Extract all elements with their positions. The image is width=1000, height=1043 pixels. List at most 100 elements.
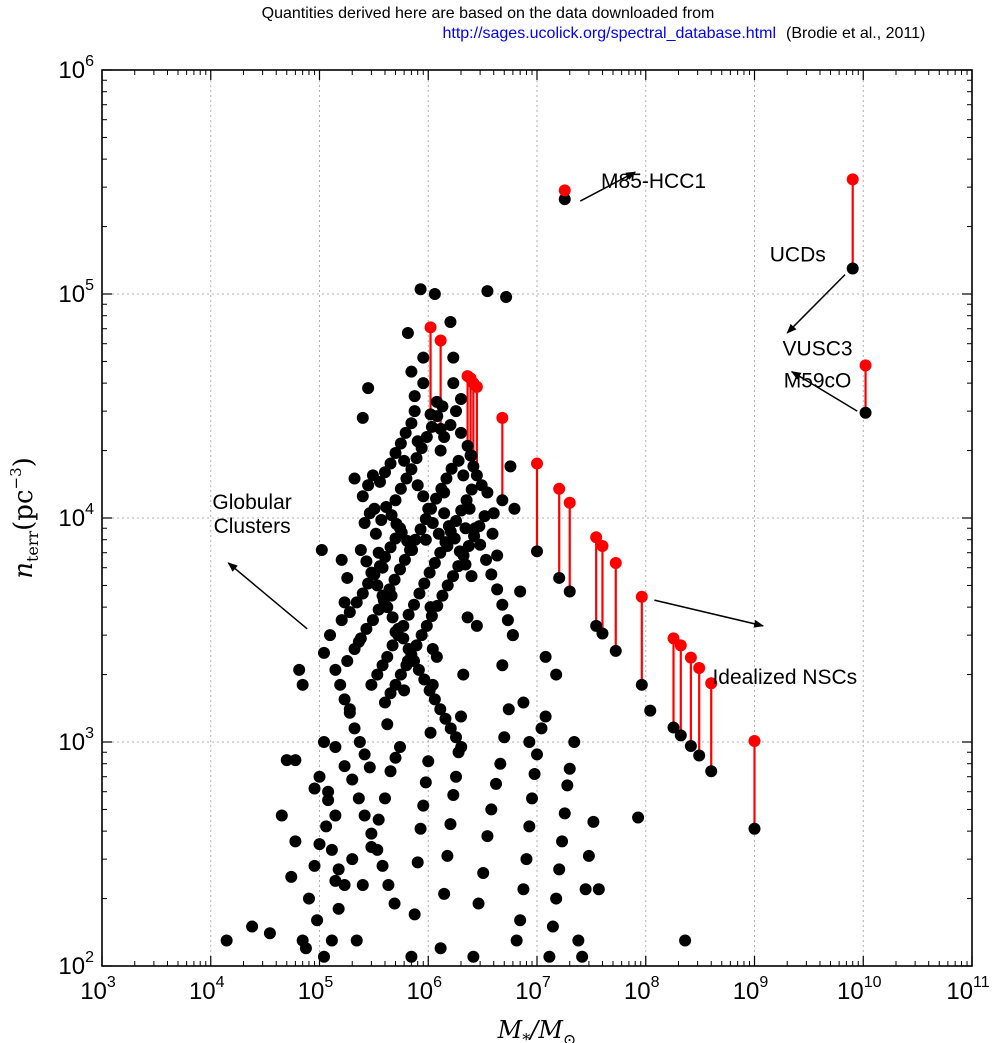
annotations: M85-HCC1UCDsVUSC3M59cOGlobularClustersId… xyxy=(212,170,858,689)
globular-cluster-point xyxy=(384,765,397,778)
globular-cluster-point xyxy=(450,405,463,418)
globular-cluster-point xyxy=(350,596,363,609)
globular-cluster-point xyxy=(494,757,507,770)
globular-cluster-point xyxy=(408,390,421,403)
globular-cluster-point xyxy=(362,577,375,590)
globular-cluster-point xyxy=(487,507,500,520)
nsc-black-point xyxy=(563,585,576,598)
globular-cluster-point xyxy=(356,587,369,600)
globular-cluster-point xyxy=(325,934,338,947)
globular-cluster-point xyxy=(579,883,592,896)
globular-cluster-point xyxy=(275,809,288,822)
globular-cluster-point xyxy=(417,351,430,364)
globular-cluster-point xyxy=(365,678,378,691)
globular-cluster-point xyxy=(401,326,414,339)
globular-cluster-point xyxy=(434,703,447,716)
globular-cluster-point xyxy=(263,927,276,940)
globular-cluster-point xyxy=(360,622,373,635)
globular-cluster-point xyxy=(313,770,326,783)
nsc-red-point xyxy=(470,380,483,393)
globular-cluster-point xyxy=(329,809,342,822)
globular-cluster-point xyxy=(486,527,499,540)
globular-cluster-point xyxy=(546,920,559,933)
globular-cluster-point xyxy=(502,703,515,716)
globular-cluster-point xyxy=(422,755,435,768)
globular-cluster-point xyxy=(414,283,427,296)
nsc-red-point xyxy=(748,735,761,748)
globular-cluster-point xyxy=(354,543,367,556)
globular-cluster-point xyxy=(632,811,645,824)
globular-cluster-point xyxy=(470,619,483,632)
globular-cluster-point xyxy=(389,678,402,691)
globular-cluster-point xyxy=(454,710,467,723)
globular-cluster-point xyxy=(426,516,439,529)
y-tick-label: 106 xyxy=(58,53,94,84)
nsc-black-point xyxy=(553,571,566,584)
globular-cluster-point xyxy=(478,510,491,523)
globular-cluster-point xyxy=(365,566,378,579)
nsc-black-point xyxy=(748,822,761,835)
globular-cluster-point xyxy=(308,859,321,872)
globular-cluster-point xyxy=(381,718,394,731)
globular-cluster-point xyxy=(441,849,454,862)
globular-cluster-point xyxy=(371,579,384,592)
nsc-red-point xyxy=(553,482,566,495)
header-link[interactable]: http://sages.ucolick.org/spectral_databa… xyxy=(442,25,776,42)
globular-cluster-point xyxy=(402,608,415,621)
globular-cluster-point xyxy=(419,533,432,546)
globular-cluster-point xyxy=(491,549,504,562)
header-note: Quantities derived here are based on the… xyxy=(262,5,715,22)
globular-cluster-point xyxy=(388,573,401,586)
globular-cluster-point xyxy=(375,513,388,526)
globular-cluster-point xyxy=(462,539,475,552)
globular-cluster-point xyxy=(474,538,487,551)
globular-cluster-point xyxy=(381,601,394,614)
nsc-red-point xyxy=(693,661,706,674)
globular-cluster-point xyxy=(438,887,451,900)
globular-cluster-point xyxy=(444,818,457,831)
globular-cluster-point xyxy=(465,570,478,583)
globular-cluster-point xyxy=(381,650,394,663)
globular-cluster-point xyxy=(430,492,443,505)
globular-cluster-point xyxy=(418,673,431,686)
x-tick-label: 105 xyxy=(298,974,334,1005)
globular-cluster-point xyxy=(341,654,354,667)
globular-cluster-point xyxy=(415,629,428,642)
globular-cluster-point xyxy=(457,668,470,681)
y-tick-label: 103 xyxy=(58,725,94,756)
globular-cluster-point xyxy=(394,437,407,450)
globular-cluster-point xyxy=(389,494,402,507)
globular-cluster-point xyxy=(504,460,517,473)
globular-cluster-point xyxy=(346,773,359,786)
x-tick-label: 106 xyxy=(406,974,442,1005)
globular-cluster-point xyxy=(481,285,494,298)
globular-cluster-point xyxy=(313,838,326,851)
globular-cluster-point xyxy=(447,377,460,390)
y-tick-label: 104 xyxy=(58,501,94,532)
globular-cluster-point xyxy=(378,792,391,805)
globular-cluster-point xyxy=(358,748,371,761)
globular-cluster-point xyxy=(394,563,407,576)
globular-cluster-point xyxy=(434,546,447,559)
globular-cluster-point xyxy=(535,722,548,735)
nsc-black-point xyxy=(434,422,447,435)
globular-cluster-point xyxy=(360,555,373,568)
globular-cluster-point xyxy=(419,776,432,789)
globular-cluster-point xyxy=(592,883,605,896)
globular-cluster-point xyxy=(563,762,576,775)
globular-cluster-point xyxy=(447,788,460,801)
globular-cluster-point xyxy=(332,902,345,915)
globular-cluster-point xyxy=(378,550,391,563)
globular-cluster-point xyxy=(450,731,463,744)
pair-points xyxy=(424,173,872,835)
globular-cluster-point xyxy=(332,863,345,876)
nsc-black-point xyxy=(470,469,483,482)
x-tick-label: 107 xyxy=(515,974,551,1005)
nsc-black-point xyxy=(609,644,622,657)
globular-cluster-point xyxy=(392,622,405,635)
nsc-red-point xyxy=(705,677,718,690)
nsc-black-point xyxy=(693,749,706,762)
globular-cluster-point xyxy=(539,710,552,723)
x-tick-label: 1011 xyxy=(946,974,989,1005)
globular-cluster-point xyxy=(415,442,428,455)
